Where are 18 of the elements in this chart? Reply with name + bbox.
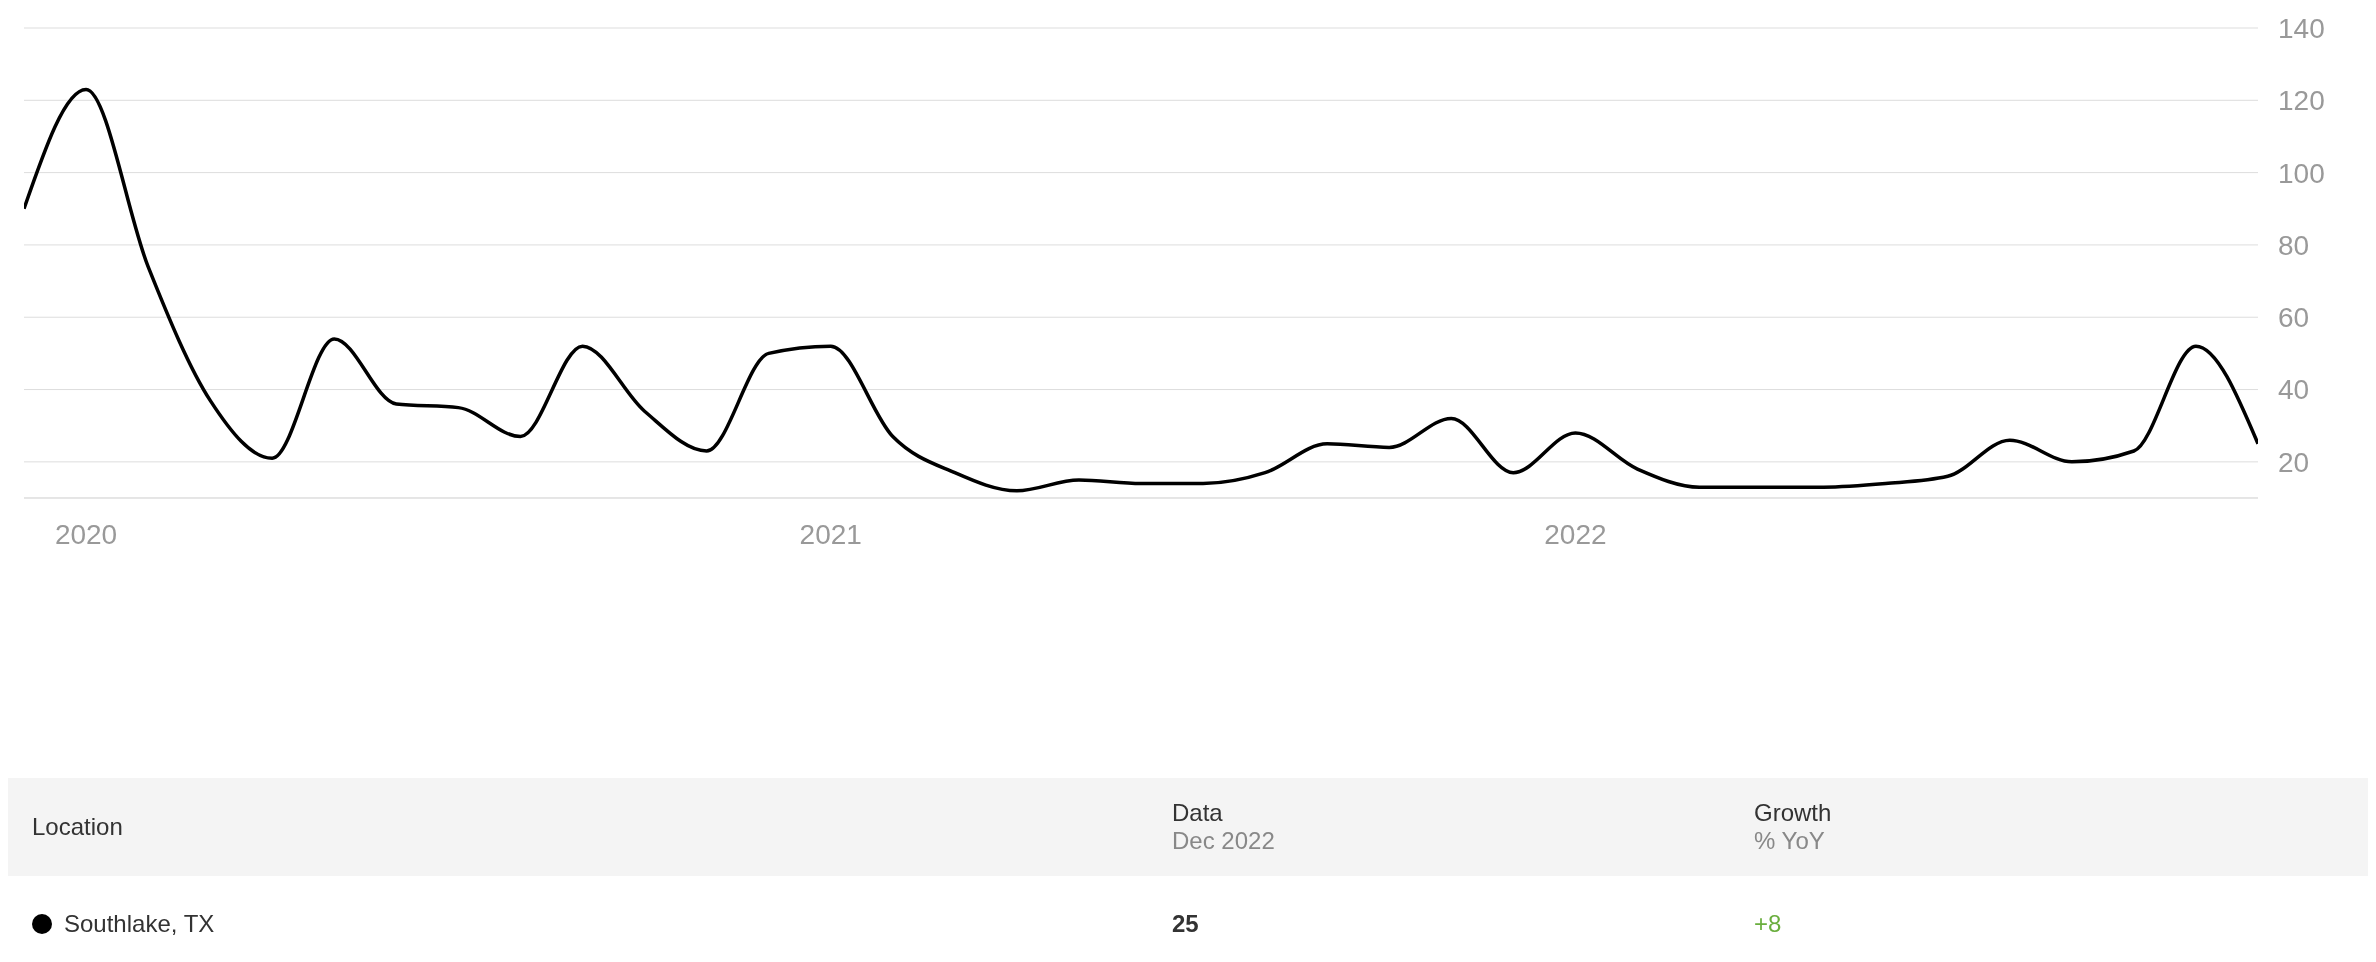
text: 25 bbox=[1172, 910, 1200, 938]
y-tick-label: 40 bbox=[2278, 374, 2310, 406]
text: % YoY bbox=[1754, 827, 1826, 855]
y-tick-label: 60 bbox=[2278, 302, 2310, 334]
y-tick-label: 120 bbox=[2278, 85, 2325, 117]
y-tick-label: 140 bbox=[2278, 12, 2325, 44]
y-tick-label: 80 bbox=[2278, 229, 2310, 261]
text: Data bbox=[1172, 799, 1224, 827]
y-tick-label: 20 bbox=[2278, 446, 2310, 478]
y-tick-label: 100 bbox=[2278, 157, 2325, 189]
text: Location bbox=[31, 813, 124, 841]
x-tick-label: 2022 bbox=[1544, 518, 1607, 550]
text: Growth bbox=[1754, 799, 1832, 827]
x-tick-label: 2020 bbox=[54, 518, 118, 550]
x-tick-label: 2021 bbox=[799, 518, 862, 550]
text: Dec 2022 bbox=[1172, 827, 1276, 855]
text: +8 bbox=[1754, 910, 1782, 938]
legend-label: Southlake, TX bbox=[64, 910, 215, 938]
